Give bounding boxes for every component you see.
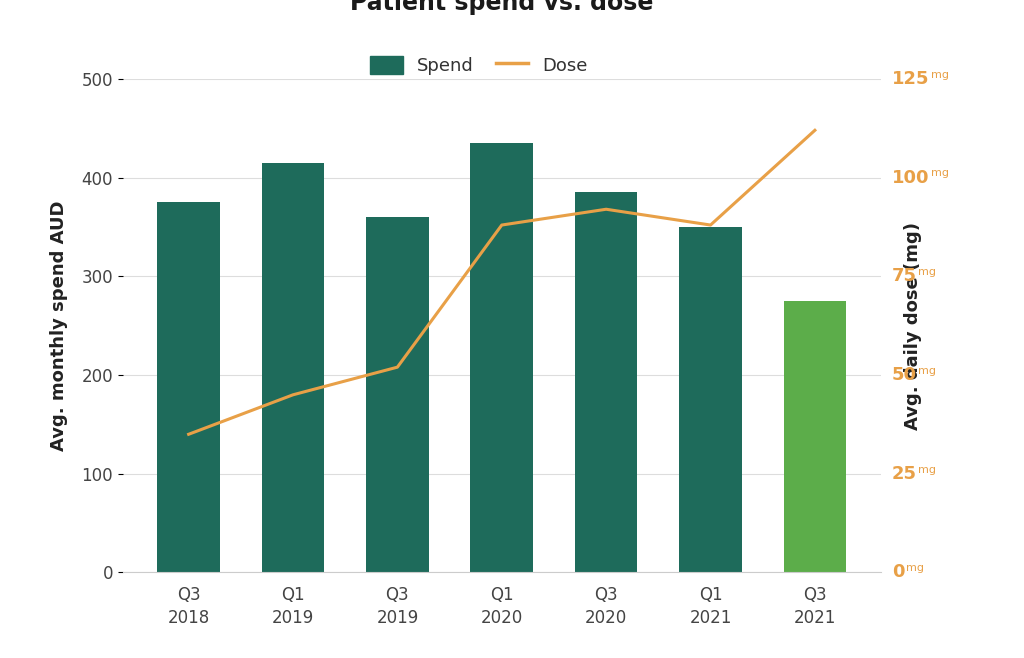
Text: mg: mg bbox=[931, 70, 948, 80]
Bar bbox=[470, 143, 534, 572]
Bar bbox=[366, 217, 429, 572]
Title: Patient spend vs. dose: Patient spend vs. dose bbox=[350, 0, 653, 14]
Text: mg: mg bbox=[919, 465, 936, 474]
Bar bbox=[574, 193, 638, 572]
Text: 75: 75 bbox=[892, 267, 916, 286]
Text: mg: mg bbox=[931, 168, 948, 178]
Text: 0: 0 bbox=[892, 563, 904, 582]
Bar bbox=[679, 227, 741, 572]
Text: 25: 25 bbox=[892, 465, 916, 483]
Bar bbox=[783, 301, 846, 572]
Bar bbox=[158, 203, 220, 572]
Y-axis label: Avg. daily dose (mg): Avg. daily dose (mg) bbox=[904, 222, 923, 430]
Text: mg: mg bbox=[919, 267, 936, 277]
Legend: Spend, Dose: Spend, Dose bbox=[362, 49, 595, 82]
Text: mg: mg bbox=[905, 563, 924, 573]
Text: 50: 50 bbox=[892, 366, 916, 384]
Bar bbox=[262, 163, 325, 572]
Y-axis label: Avg. monthly spend AUD: Avg. monthly spend AUD bbox=[49, 201, 68, 451]
Text: mg: mg bbox=[919, 366, 936, 376]
Text: 100: 100 bbox=[892, 168, 929, 187]
Text: 125: 125 bbox=[892, 70, 929, 88]
